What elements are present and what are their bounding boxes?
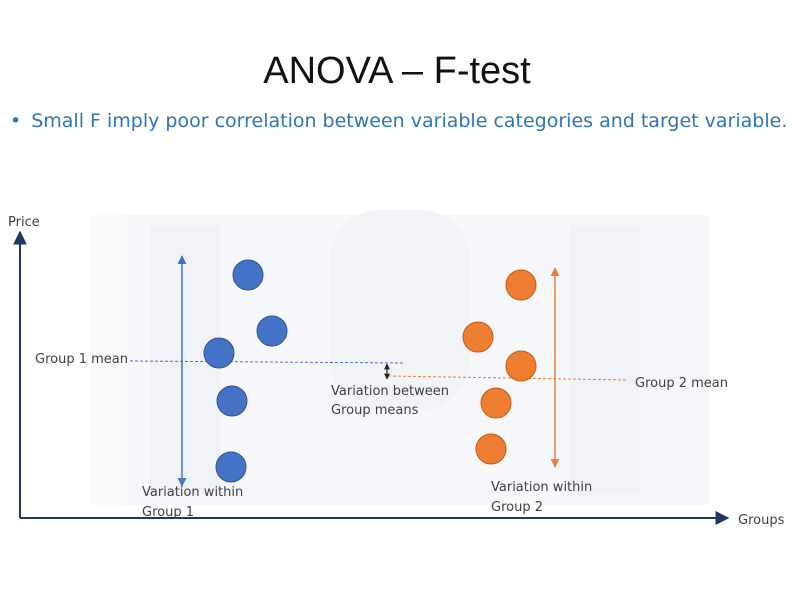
group1-point-2 (256, 315, 288, 347)
group2-point-5 (475, 433, 507, 465)
watermark-background (90, 210, 710, 505)
group2-mean-line (387, 375, 629, 381)
bullet-text: Small F imply poor correlation between v… (31, 110, 788, 132)
group2-point-1 (505, 269, 537, 301)
group1-point-4 (216, 385, 248, 417)
group2-points (462, 269, 537, 465)
bullet-dot: • (10, 110, 22, 132)
group2-point-2 (462, 321, 494, 353)
within1-label-line2: Group 1 (142, 505, 194, 520)
within2-label-line1: Variation within (491, 480, 592, 495)
between-label-line1: Variation between (331, 384, 449, 399)
within2-label-line2: Group 2 (491, 500, 543, 515)
group1-points (203, 259, 288, 483)
group1-point-3 (203, 337, 235, 369)
within1-label-line1: Variation within (142, 485, 243, 500)
slide-title: ANOVA – F-test (263, 50, 531, 92)
between-label-line2: Group means (331, 403, 419, 418)
x-axis-label: Groups (738, 513, 785, 528)
group2-point-4 (480, 387, 512, 419)
bullet-point: • Small F imply poor correlation between … (10, 110, 787, 132)
group1-mean-line (129, 360, 404, 364)
group2-point-3 (505, 350, 537, 382)
group2-mean-label: Group 2 mean (635, 376, 728, 391)
group1-point-1 (232, 259, 264, 291)
group1-mean-label: Group 1 mean (35, 352, 128, 367)
group1-point-5 (215, 451, 247, 483)
y-axis-label: Price (8, 215, 40, 230)
